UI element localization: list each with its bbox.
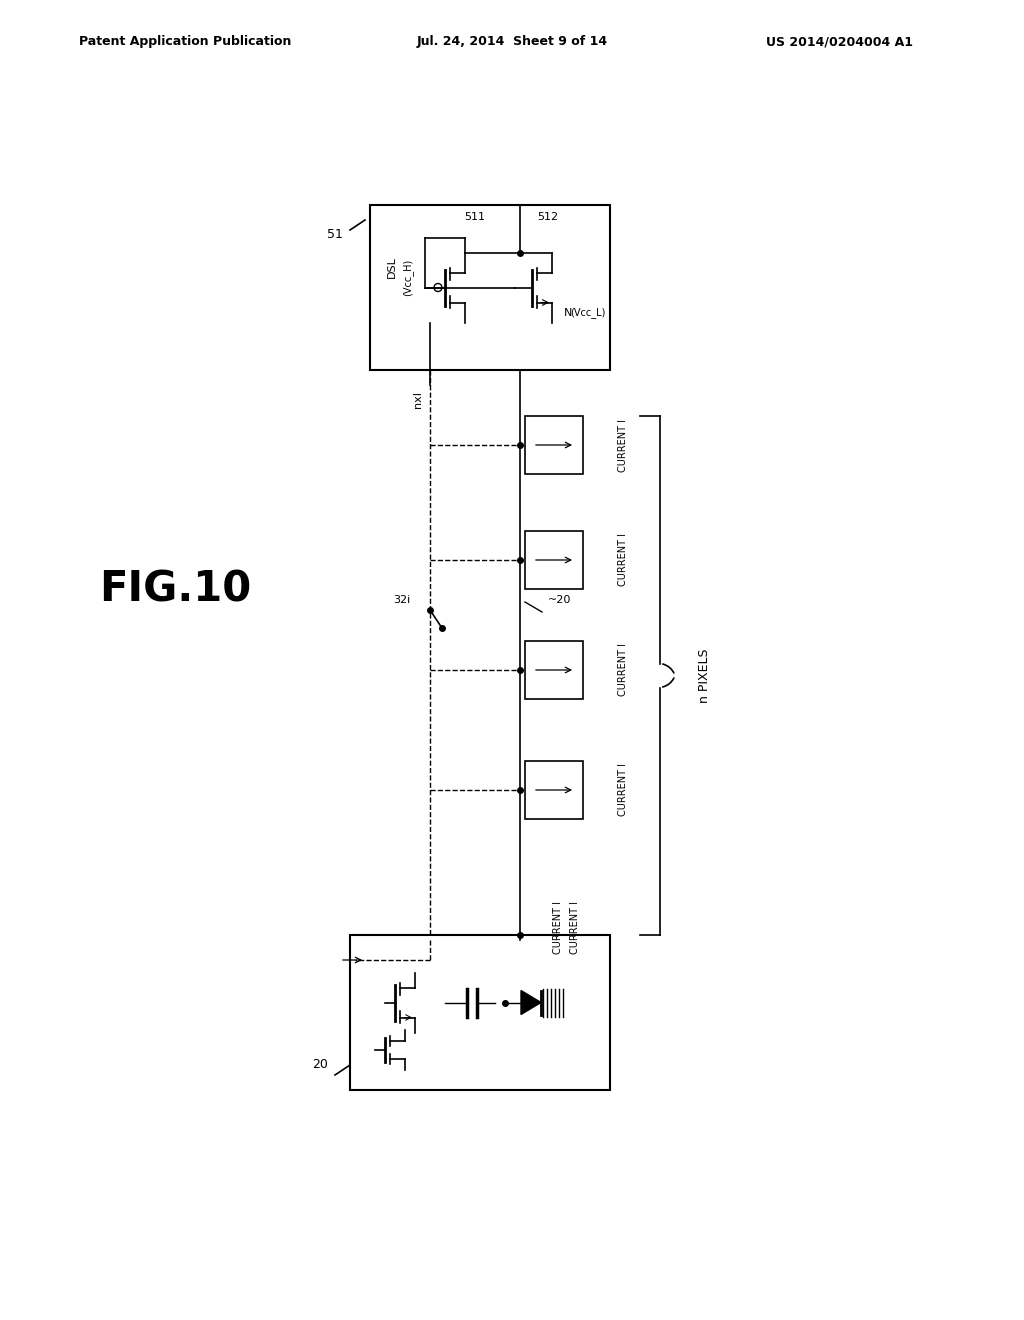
Text: 512: 512 [538,213,558,222]
Text: 32i: 32i [393,595,411,605]
Bar [525,642,583,700]
Text: 51: 51 [327,228,343,242]
Text: Jul. 24, 2014  Sheet 9 of 14: Jul. 24, 2014 Sheet 9 of 14 [417,36,607,49]
Text: CURRENT I: CURRENT I [618,644,628,697]
Text: CURRENT I: CURRENT I [618,533,628,586]
Text: ~20: ~20 [548,595,571,605]
Text: Patent Application Publication: Patent Application Publication [79,36,291,49]
Bar [370,205,610,370]
Text: N: N [564,308,572,318]
Text: (Vcc_H): (Vcc_H) [402,259,414,296]
Text: nxI: nxI [413,392,423,408]
Text: CURRENT I: CURRENT I [553,900,563,953]
Text: n PIXELS: n PIXELS [698,648,712,702]
Text: CURRENT I: CURRENT I [618,763,628,817]
Text: FIG.10: FIG.10 [99,569,251,611]
Bar [525,762,583,818]
Bar [525,416,583,474]
Text: 20: 20 [312,1059,328,1072]
Text: US 2014/0204004 A1: US 2014/0204004 A1 [767,36,913,49]
Text: CURRENT I: CURRENT I [570,900,580,953]
Bar [525,531,583,589]
Text: DSL: DSL [387,256,397,279]
Polygon shape [521,990,541,1015]
Text: 511: 511 [465,213,485,222]
Text: CURRENT I: CURRENT I [618,418,628,471]
Bar [350,935,610,1090]
Text: (Vcc_L): (Vcc_L) [570,308,605,318]
